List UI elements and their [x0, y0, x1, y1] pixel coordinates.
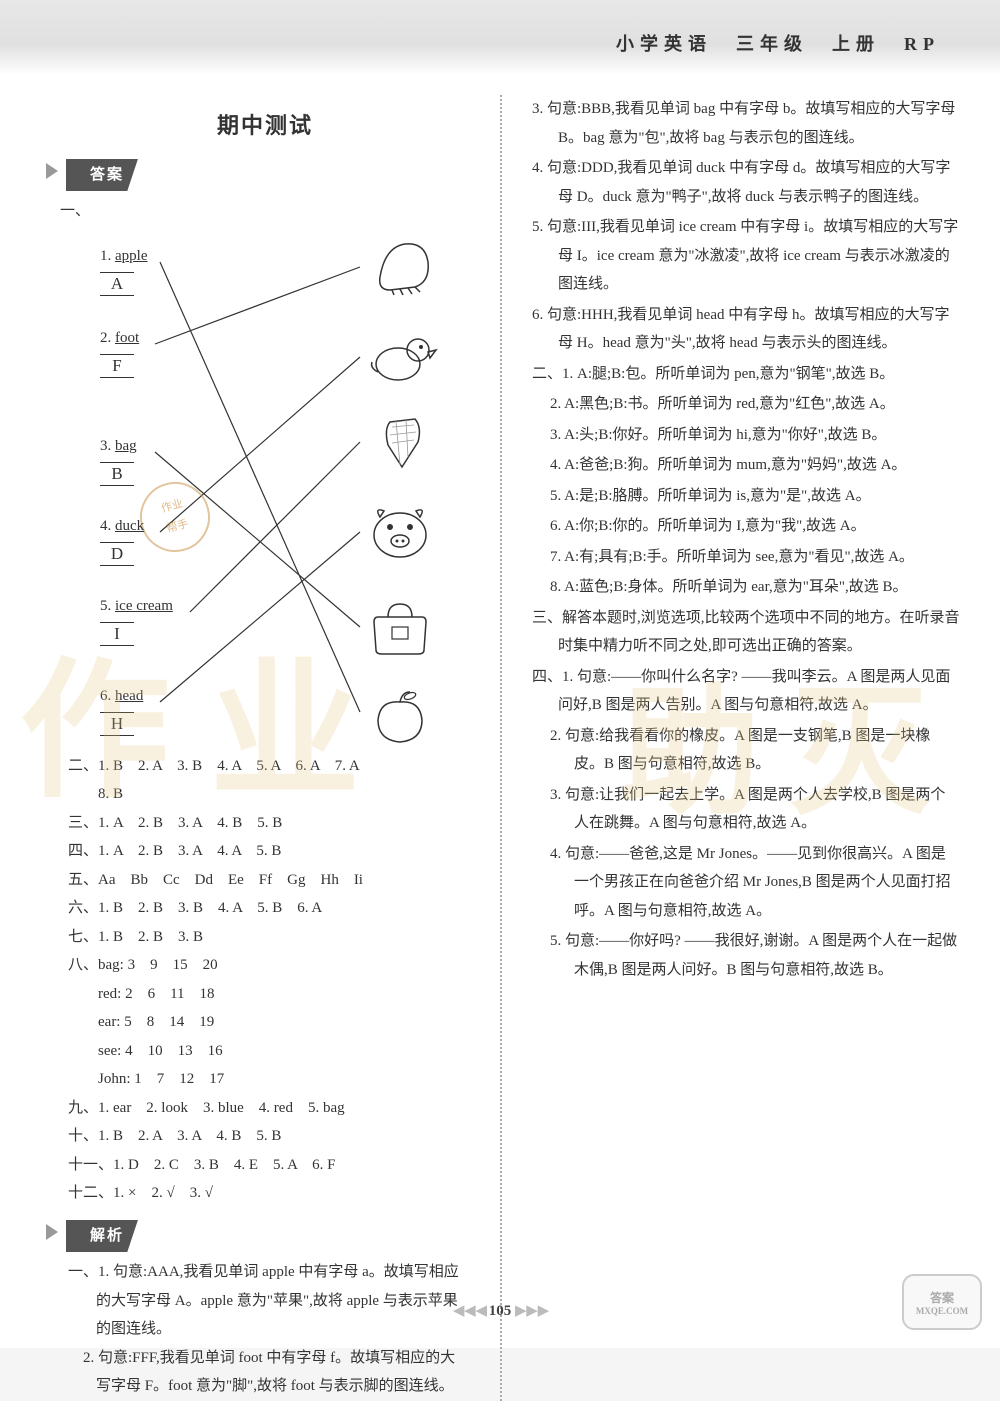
- analysis-line: 4. 句意:DDD,我看见单词 duck 中有字母 d。故填写相应的大写字母 D…: [532, 154, 960, 211]
- q1-label: 一、: [60, 197, 470, 226]
- analysis-line: 7. A:有;具有;B:手。所听单词为 see,意为"看见",故选 A。: [532, 543, 960, 572]
- letter-box: F: [100, 354, 134, 378]
- analysis-line: 3. A:头;B:你好。所听单词为 hi,意为"你好",故选 B。: [532, 421, 960, 450]
- answer-line: 十、1. B 2. A 3. A 4. B 5. B: [68, 1122, 470, 1151]
- analysis-line: 2. 句意:给我看看你的橡皮。A 图是一支钢笔,B 图是一块橡皮。B 图与句意相…: [532, 722, 960, 779]
- analysis-line: 5. 句意:——你好吗? ——我很好,谢谢。A 图是两个人在一起做木偶,B 图是…: [532, 927, 960, 984]
- word-item: 1. apple A: [100, 242, 147, 297]
- analysis-line: 4. 句意:——爸爸,这是 Mr Jones。——见到你很高兴。A 图是一个男孩…: [532, 840, 960, 926]
- answer-line: 九、1. ear 2. look 3. blue 4. red 5. bag: [68, 1094, 470, 1123]
- picture-pig-head: [360, 497, 440, 567]
- analysis-badge-wrap: 解析: [60, 1220, 470, 1253]
- answer-line: 四、1. A 2. B 3. A 4. A 5. B: [68, 837, 470, 866]
- footer-tri-left: ◀ ◀ ◀: [453, 1303, 485, 1319]
- analysis-line: 2. A:黑色;B:书。所听单词为 red,意为"红色",故选 A。: [532, 390, 960, 419]
- content: 期中测试 答案 一、 作业帮手 1. apple A 2. foot F 3. bag B…: [0, 75, 1000, 1401]
- q1-matching-area: 作业帮手 1. apple A 2. foot F 3. bag B 4. duck D 5. …: [60, 232, 470, 752]
- word-label: 2. foot: [100, 330, 139, 346]
- answers-badge: 答案: [66, 159, 138, 192]
- picture-icecream: [360, 407, 440, 477]
- answer-line: 五、Aa Bb Cc Dd Ee Ff Gg Hh Ii: [68, 866, 470, 895]
- logo-line1: 答案: [930, 1289, 954, 1306]
- page: 小学英语 三年级 上册 RP 作业 助灭 期中测试 答案 一、 作业帮手 1. …: [0, 0, 1000, 1348]
- matching-lines: [60, 232, 470, 752]
- answer-line: see: 4 10 13 16: [68, 1037, 470, 1066]
- page-number: 105: [489, 1303, 512, 1319]
- word-label: 6. head: [100, 688, 143, 704]
- answers-badge-wrap: 答案: [60, 159, 470, 192]
- word-item: 3. bag B: [100, 432, 137, 487]
- analysis-line: 5. 句意:III,我看见单词 ice cream 中有字母 i。故填写相应的大…: [532, 213, 960, 299]
- answer-line: 十二、1. × 2. √ 3. √: [68, 1179, 470, 1208]
- picture-bag: [360, 592, 440, 662]
- analysis-line: 四、1. 句意:——你叫什么名字? ——我叫李云。A 图是两人见面问好,B 图是…: [532, 663, 960, 720]
- answer-line: red: 2 6 11 18: [68, 980, 470, 1009]
- stamp-icon: 作业帮手: [132, 474, 218, 560]
- logo-line2: MXQE.COM: [916, 1306, 968, 1316]
- analysis-badge: 解析: [66, 1220, 138, 1253]
- word-item: 5. ice cream I: [100, 592, 173, 647]
- analysis-line: 2. 句意:FFF,我看见单词 foot 中有字母 f。故填写相应的大写字母 F…: [68, 1344, 470, 1401]
- left-answers: 二、1. B 2. A 3. B 4. A 5. A 6. A 7. A 8. …: [60, 752, 470, 1208]
- analysis-left: 一、1. 句意:AAA,我看见单词 apple 中有字母 a。故填写相应的大写字…: [60, 1258, 470, 1401]
- header-band: 小学英语 三年级 上册 RP: [0, 0, 1000, 75]
- answer-line: 六、1. B 2. B 3. B 4. A 5. B 6. A: [68, 894, 470, 923]
- answer-line: 七、1. B 2. B 3. B: [68, 923, 470, 952]
- analysis-line: 4. A:爸爸;B:狗。所听单词为 mum,意为"妈妈",故选 A。: [532, 451, 960, 480]
- column-divider: [500, 95, 502, 1401]
- word-item: 6. head H: [100, 682, 143, 737]
- analysis-line: 5. A:是;B:胳膊。所听单词为 is,意为"是",故选 A。: [532, 482, 960, 511]
- answer-line: 二、1. B 2. A 3. B 4. A 5. A 6. A 7. A: [68, 752, 470, 781]
- answer-line: 三、1. A 2. B 3. A 4. B 5. B: [68, 809, 470, 838]
- word-item: 2. foot F: [100, 324, 139, 379]
- analysis-line: 6. 句意:HHH,我看见单词 head 中有字母 h。故填写相应的大写字母 H…: [532, 301, 960, 358]
- analysis-line: 三、解答本题时,浏览选项,比较两个选项中不同的地方。在听录音时集中精力听不同之处…: [532, 604, 960, 661]
- answer-line: 8. B: [68, 780, 470, 809]
- footer-tri-right: ▶ ▶ ▶: [515, 1303, 547, 1319]
- answer-line: 八、bag: 3 9 15 20: [68, 951, 470, 980]
- word-label: 3. bag: [100, 438, 137, 454]
- letter-box: I: [100, 622, 134, 646]
- word-label: 1. apple: [100, 248, 147, 264]
- corner-logo: 答案 MXQE.COM: [902, 1274, 982, 1330]
- word-label: 5. ice cream: [100, 598, 173, 614]
- picture-apple: [360, 682, 440, 752]
- picture-duck: [360, 322, 440, 392]
- word-item: 4. duck D: [100, 512, 144, 567]
- right-column: 3. 句意:BBB,我看见单词 bag 中有字母 b。故填写相应的大写字母 B。…: [532, 95, 960, 1401]
- letter-box: A: [100, 272, 134, 296]
- letter-box: H: [100, 712, 134, 736]
- letter-box: D: [100, 542, 134, 566]
- answer-line: ear: 5 8 14 19: [68, 1008, 470, 1037]
- footer: ◀ ◀ ◀ 105 ▶ ▶ ▶: [0, 1301, 1000, 1320]
- word-label: 4. duck: [100, 518, 144, 534]
- left-column: 期中测试 答案 一、 作业帮手 1. apple A 2. foot F 3. bag B…: [60, 95, 470, 1401]
- analysis-line: 8. A:蓝色;B:身体。所听单词为 ear,意为"耳朵",故选 B。: [532, 573, 960, 602]
- header-text: 小学英语 三年级 上册 RP: [616, 30, 940, 56]
- letter-box: B: [100, 462, 134, 486]
- answer-line: John: 1 7 12 17: [68, 1065, 470, 1094]
- answer-line: 十一、1. D 2. C 3. B 4. E 5. A 6. F: [68, 1151, 470, 1180]
- analysis-line: 二、1. A:腿;B:包。所听单词为 pen,意为"钢笔",故选 B。: [532, 360, 960, 389]
- analysis-line: 6. A:你;B:你的。所听单词为 I,意为"我",故选 A。: [532, 512, 960, 541]
- analysis-line: 3. 句意:BBB,我看见单词 bag 中有字母 b。故填写相应的大写字母 B。…: [532, 95, 960, 152]
- analysis-line: 3. 句意:让我们一起去上学。A 图是两个人去学校,B 图是两个人在跳舞。A 图…: [532, 781, 960, 838]
- picture-foot: [360, 232, 440, 302]
- exam-title: 期中测试: [60, 105, 470, 147]
